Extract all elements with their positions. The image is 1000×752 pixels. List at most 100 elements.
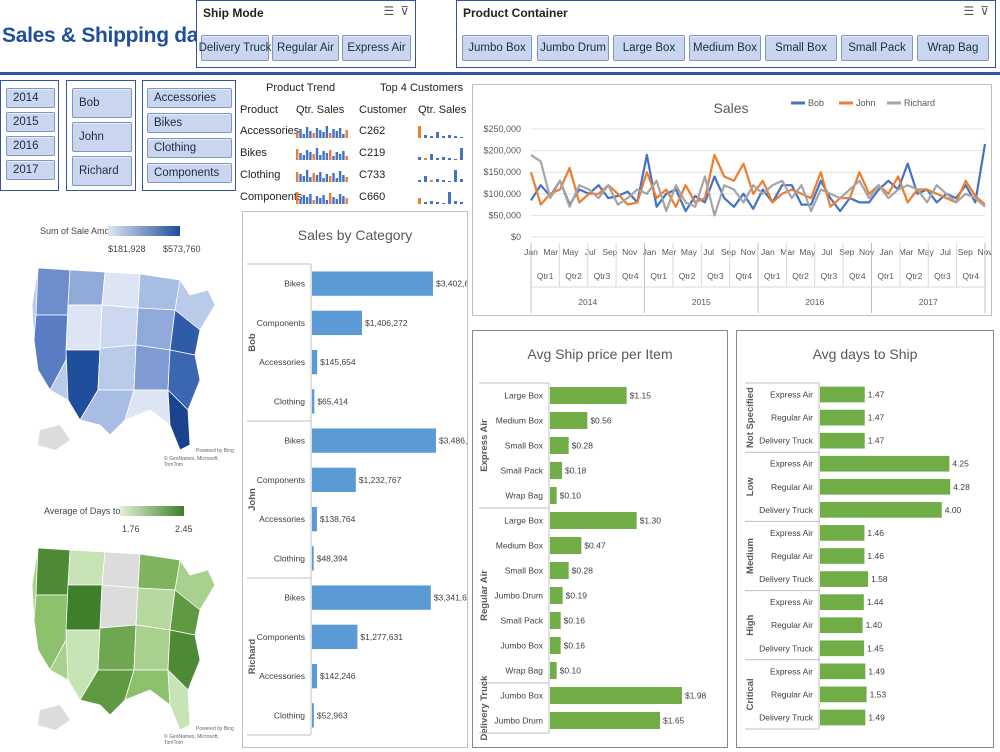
- clear-filter-icon[interactable]: ⊽: [980, 4, 989, 18]
- bar: [312, 349, 318, 375]
- sparkline-bar: [329, 193, 332, 204]
- sparkline-bar: [305, 197, 309, 204]
- month-label: Sep: [839, 247, 854, 257]
- data-label: $52,963: [317, 710, 348, 720]
- data-label: 1.46: [867, 551, 884, 561]
- category-label: Regular Air: [771, 551, 813, 561]
- sparkline-bar: [454, 170, 457, 182]
- chart-title: Avg days to Ship: [813, 346, 918, 362]
- month-label: Nov: [977, 247, 991, 257]
- salesperson-bob[interactable]: Bob: [72, 88, 132, 118]
- year-2014[interactable]: 2014: [6, 88, 55, 108]
- sparkline-bar: [430, 201, 433, 204]
- year-2016[interactable]: 2016: [6, 136, 55, 156]
- month-label: May: [918, 247, 935, 257]
- y-tick-label: $50,000: [488, 210, 521, 220]
- y-tick-label: $150,000: [483, 167, 521, 177]
- bar: [550, 637, 561, 654]
- container-small-box[interactable]: Small Box: [765, 35, 837, 61]
- bar: [820, 502, 942, 518]
- data-label: $48,394: [317, 553, 348, 563]
- year-2015[interactable]: 2015: [6, 112, 55, 132]
- map1-credit1: Powered by Bing: [196, 448, 234, 454]
- category-components[interactable]: Components: [147, 163, 232, 183]
- sparkline-bar: [332, 197, 335, 204]
- container-medium-box[interactable]: Medium Box: [689, 35, 761, 61]
- container-jumbo-drum[interactable]: Jumbo Drum: [537, 35, 609, 61]
- category-label: Components: [257, 632, 305, 642]
- bar: [820, 617, 863, 634]
- year-2017[interactable]: 2017: [6, 160, 55, 180]
- sparkline-bar: [345, 198, 348, 204]
- year-label: 2016: [805, 297, 824, 307]
- sparkline-bar: [329, 133, 332, 138]
- bar: [820, 525, 865, 541]
- ship-mode-delivery-truck[interactable]: Delivery Truck: [199, 35, 271, 61]
- product-trend-title: Product Trend: [266, 82, 336, 94]
- sparkline-bar: [325, 174, 329, 182]
- bar: [550, 587, 563, 604]
- avg-days-chart: Avg days to Ship Not Specified Express Air…: [745, 346, 970, 730]
- bar: [312, 506, 317, 532]
- sparkline-bar: [325, 126, 329, 138]
- product-container-slicer: Product Container ☰ ⊽ Jumbo Box Jumbo Dru…: [456, 0, 996, 68]
- qtr-sales-col2-header: Qtr. Sales: [418, 104, 467, 116]
- sparkline-bar: [460, 148, 463, 160]
- data-label: $3,341,628: [434, 593, 467, 603]
- salesperson-john[interactable]: John: [72, 122, 132, 152]
- data-label: 4.00: [945, 505, 962, 515]
- quarter-label: Qtr2: [679, 271, 696, 281]
- data-label: $1,277,631: [360, 632, 403, 642]
- multi-select-icon[interactable]: ☰: [383, 4, 395, 18]
- sparkline-bar: [424, 135, 427, 138]
- sparkline-bar: [309, 152, 312, 160]
- ship-mode-regular-air[interactable]: Regular Air: [272, 35, 339, 61]
- sparkline-bar: [345, 177, 348, 182]
- container-wrap-bag[interactable]: Wrap Bag: [917, 35, 989, 61]
- bar: [820, 686, 867, 703]
- clear-filter-icon[interactable]: ⊽: [400, 4, 409, 18]
- sales-by-category-box: Sales by Category Bob Bikes $3,402,616 Compo…: [242, 211, 482, 748]
- sparkline-bar: [448, 158, 451, 160]
- month-label: Sep: [721, 247, 736, 257]
- multi-select-icon[interactable]: ☰: [963, 4, 975, 18]
- data-label: $0.16: [564, 641, 586, 651]
- qtr-sales-col-header: Qtr. Sales: [296, 104, 345, 116]
- category-accessories[interactable]: Accessories: [147, 88, 232, 108]
- sparkline-bar: [442, 136, 445, 138]
- data-label: 1.47: [868, 436, 885, 446]
- container-small-pack[interactable]: Small Pack: [841, 35, 913, 61]
- sparkline-bar: [418, 180, 421, 182]
- data-label: $1.98: [685, 691, 707, 701]
- customer-sparkline-2: [418, 170, 463, 182]
- sparkline-bar: [335, 178, 338, 182]
- salesperson-richard[interactable]: Richard: [72, 156, 132, 186]
- customer-sparkline-3: [418, 192, 463, 204]
- product-container-header: Product Container: [463, 6, 568, 20]
- category-label: Components: [257, 318, 305, 328]
- category-label: Regular Air: [771, 620, 813, 630]
- sparkline-bar: [342, 196, 345, 204]
- data-label: 1.49: [868, 666, 885, 676]
- category-label: Clothing: [274, 396, 305, 406]
- series-line-bob: [530, 143, 987, 213]
- map1-credit2: © GeoNames, Microsoft, TomTom: [164, 456, 219, 468]
- data-label: 1.47: [868, 390, 885, 400]
- quarter-label: Qtr2: [906, 271, 923, 281]
- quarter-label: Qtr1: [537, 271, 554, 281]
- container-jumbo-box[interactable]: Jumbo Box: [462, 35, 532, 61]
- header-divider: [0, 72, 1000, 75]
- container-large-box[interactable]: Large Box: [613, 35, 685, 61]
- quarter-label: Qtr3: [594, 271, 611, 281]
- category-clothing[interactable]: Clothing: [147, 138, 232, 158]
- quarter-label: Qtr3: [934, 271, 951, 281]
- month-label: May: [562, 247, 579, 257]
- sparkline-bar: [319, 155, 322, 160]
- data-label: $0.18: [565, 466, 587, 476]
- ship-mode-express-air[interactable]: Express Air: [342, 35, 411, 61]
- trend-customer-0: C262: [359, 125, 386, 137]
- customer-sparkline-0: [418, 126, 463, 138]
- bar: [820, 478, 951, 495]
- category-bikes[interactable]: Bikes: [147, 113, 232, 133]
- sparkline-bar: [296, 132, 299, 138]
